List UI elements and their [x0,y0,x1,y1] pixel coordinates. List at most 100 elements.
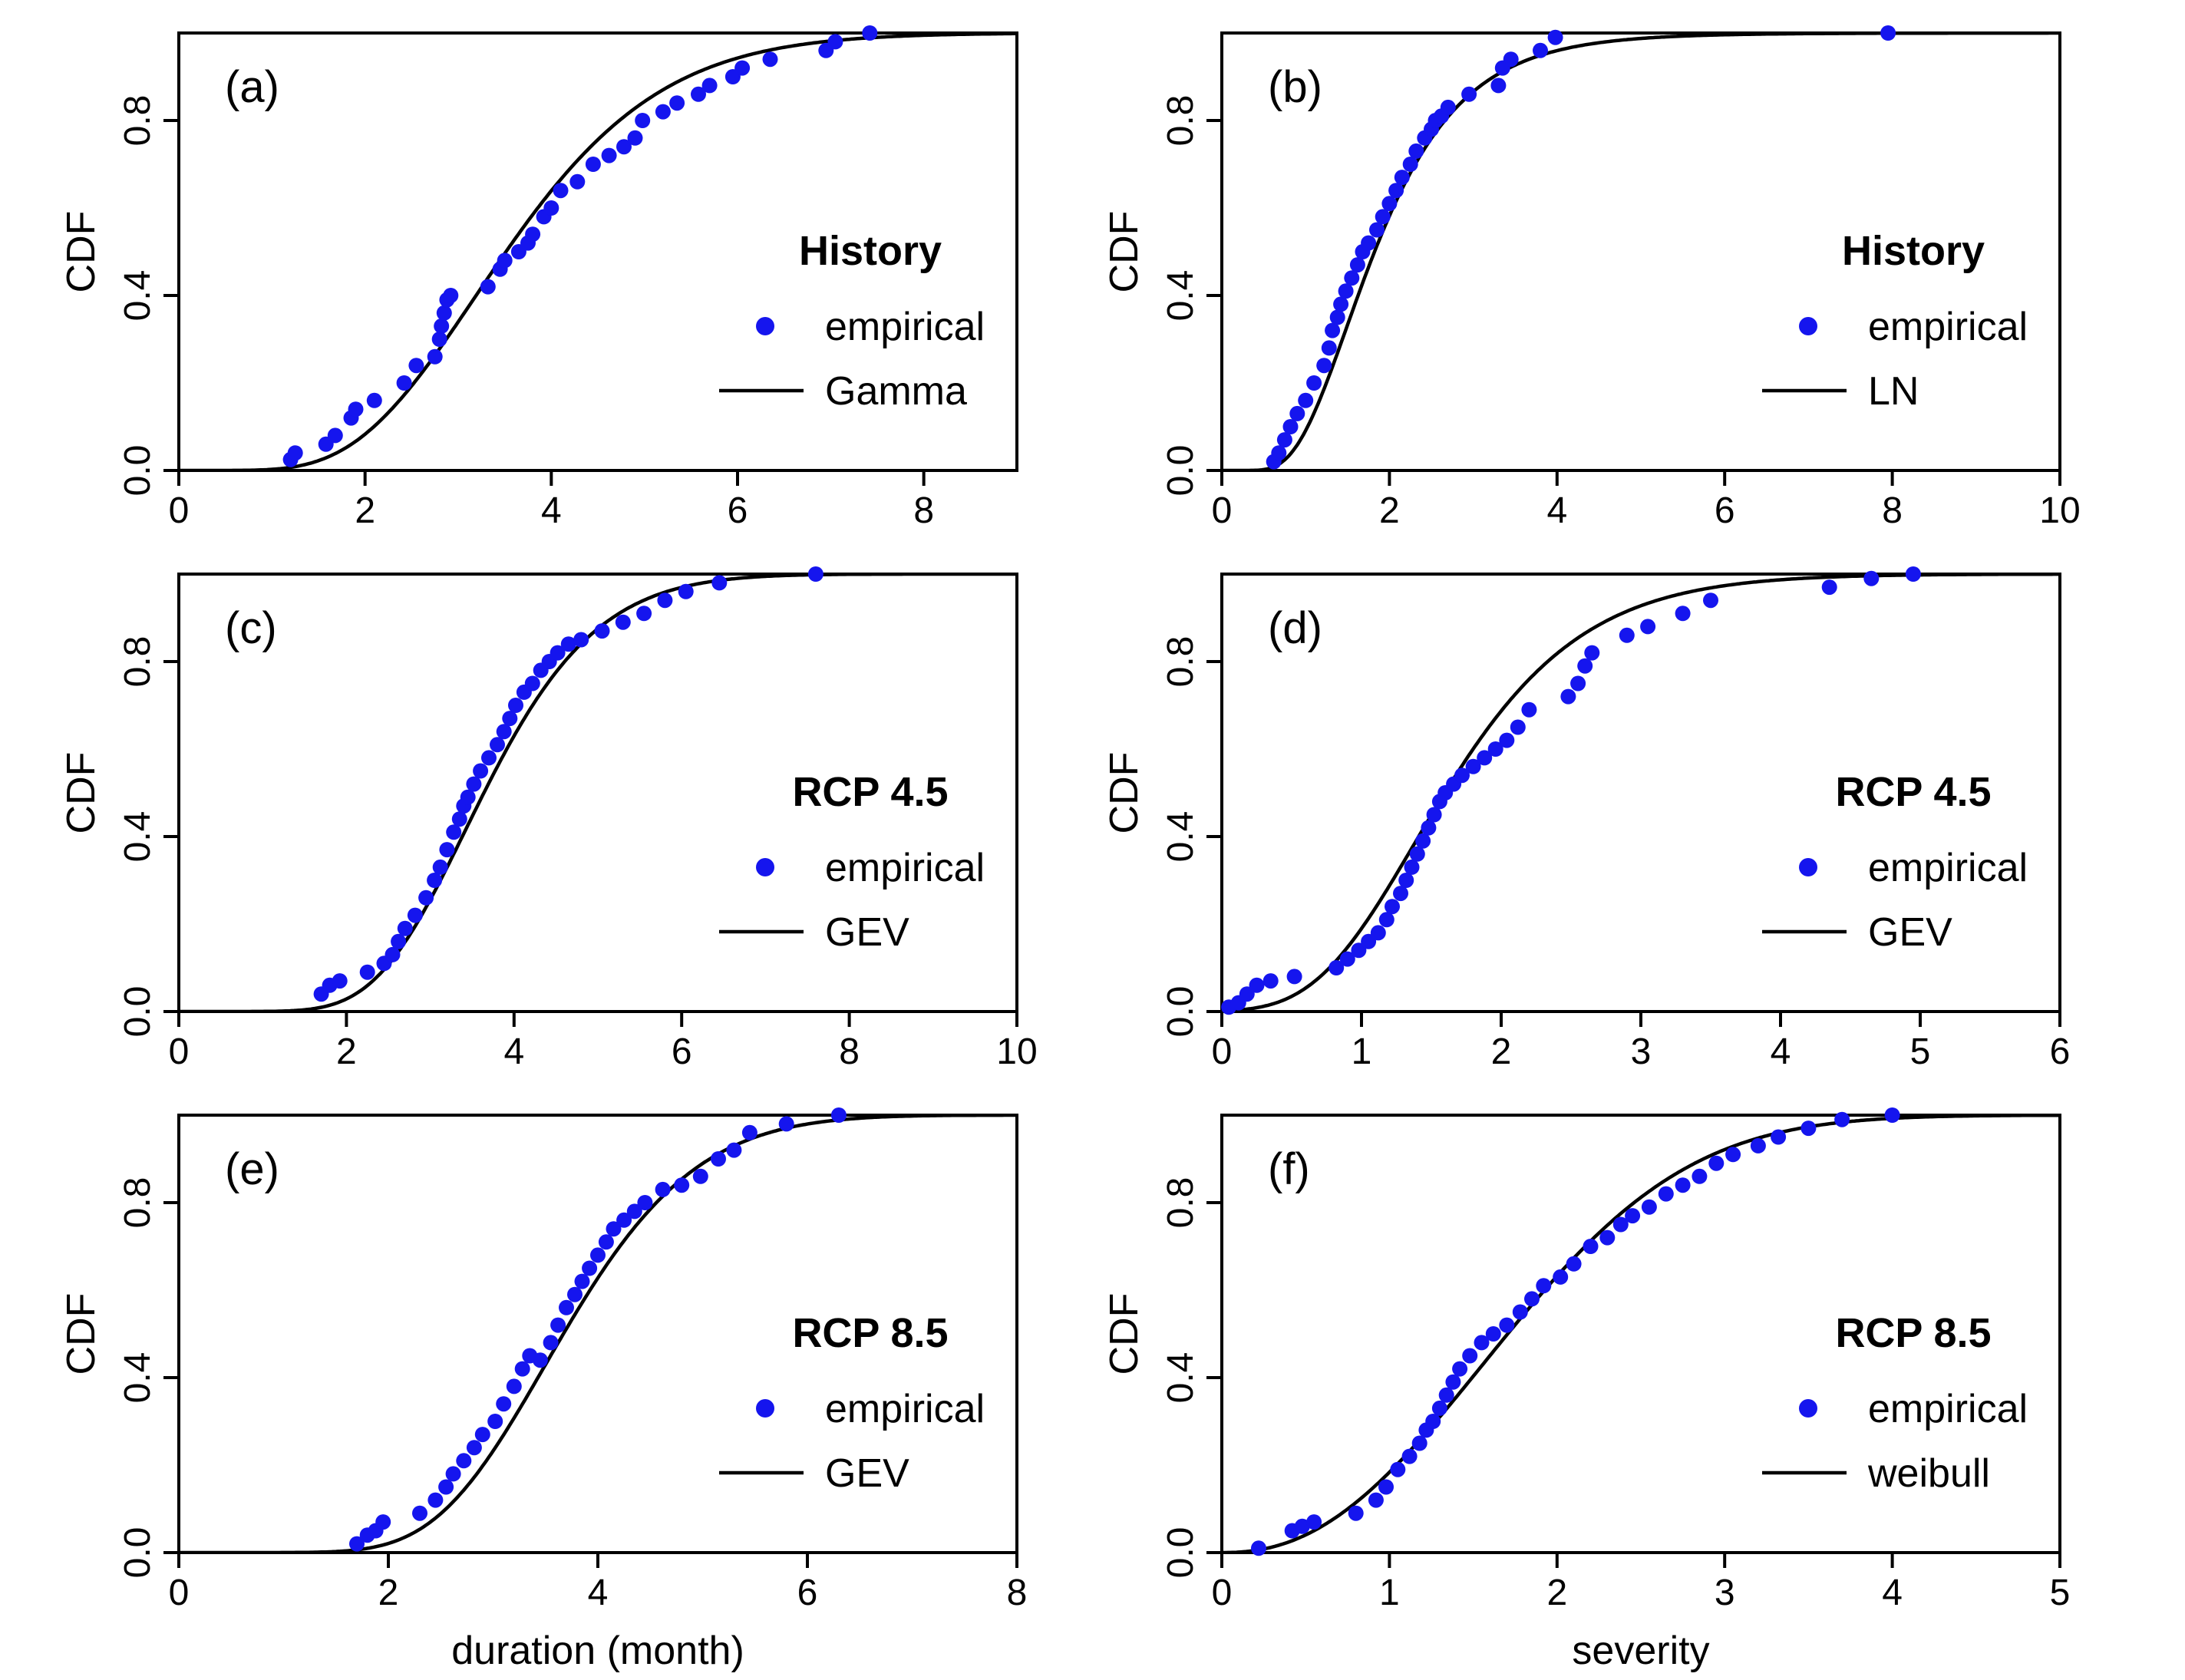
empirical-point [616,139,632,155]
x-tick-label: 0 [1212,1573,1233,1613]
empirical-point [1276,432,1292,448]
y-tick-label: 0.0 [1160,445,1201,497]
empirical-point [1375,209,1391,225]
y-axis-label: CDF [59,211,104,293]
legend-label-empirical: empirical [1868,846,2028,890]
legend-title: RCP 4.5 [1835,769,1991,815]
empirical-point [1239,986,1255,1002]
x-tick-label: 2 [1491,1031,1512,1072]
empirical-point [348,401,364,418]
empirical-point [734,60,751,76]
empirical-point [1821,579,1837,596]
legend-point-marker [756,317,774,335]
x-tick-label: 10 [996,1031,1037,1072]
empirical-point [701,78,718,94]
plot-frame [177,573,1018,1013]
empirical-point [741,1124,757,1140]
x-tick-label: 6 [728,490,748,531]
empirical-point [1328,960,1345,975]
fitted-cdf-line-gamma [179,33,1017,470]
empirical-point [1834,1111,1850,1127]
y-tick-label: 0.8 [117,95,158,147]
empirical-point [1675,1177,1691,1193]
y-tick-label: 0.4 [117,1352,158,1404]
empirical-point [830,1107,847,1123]
empirical-point [1294,1518,1310,1534]
empirical-point [396,375,412,391]
x-tick-label: 0 [169,1573,190,1613]
empirical-point [1452,1361,1468,1377]
empirical-point [1474,1335,1490,1351]
legend-title: RCP 8.5 [792,1310,948,1356]
empirical-point [559,1299,574,1315]
empirical-point [443,288,459,303]
empirical-point [1361,933,1377,949]
legend-label-fitted: Gamma [825,369,967,414]
legend-label-fitted: GEV [825,910,909,955]
x-tick-label: 8 [1007,1573,1028,1613]
empirical-point [1703,592,1718,609]
plot-frame [177,31,1018,472]
empirical-point [1393,886,1408,902]
empirical-point [391,933,407,949]
empirical-point [1547,29,1563,45]
empirical-point [466,1440,482,1456]
empirical-point [1390,1461,1406,1477]
y-tick-label: 0.0 [1160,986,1201,1038]
empirical-point [1750,1137,1766,1154]
empirical-point [1499,732,1515,748]
plot-frame [1220,1114,2061,1554]
y-tick-label: 0.8 [1160,1177,1201,1229]
panel-b: 0 2 4 6 8 10 0.0 0.4 0.8 CDF (b) History empirical LN [1102,25,2081,531]
x-tick-label: 4 [541,490,562,531]
empirical-point [807,566,824,582]
legend-label-fitted: weibull [1867,1451,1990,1496]
empirical-point [349,1536,365,1552]
x-tick-label: 6 [1715,490,1735,531]
empirical-point [445,1466,461,1482]
empirical-point [560,636,576,652]
x-tick-label: 5 [1910,1031,1931,1072]
empirical-point [474,1427,490,1443]
legend-label-empirical: empirical [825,1387,985,1431]
empirical-point [432,859,448,875]
empirical-point [407,907,423,923]
empirical-point [1612,1216,1629,1233]
empirical-point [1708,1155,1725,1171]
x-tick-label: 6 [797,1573,818,1613]
legend-title: RCP 8.5 [1835,1310,1991,1356]
x-tick-label: 0 [1212,1031,1233,1072]
x-tick-label: 2 [1546,1573,1567,1613]
empirical-point [1426,807,1442,823]
legend-label-empirical: empirical [1868,305,2028,349]
empirical-point [1503,51,1519,68]
empirical-points [349,1107,847,1552]
x-tick-label: 8 [839,1031,860,1072]
empirical-point [1401,1448,1418,1464]
panel-a: 0 2 4 6 8 0.0 0.4 0.8 CDF (a) History empirical Gamm… [59,25,1018,531]
empirical-point [1905,566,1921,582]
empirical-point [1692,1168,1708,1184]
empirical-points [1266,25,1896,470]
empirical-point [1521,701,1537,718]
empirical-point [1619,627,1635,643]
empirical-points [1221,566,1921,1015]
x-tick-label: 0 [169,1031,190,1072]
empirical-point [1298,392,1314,408]
x-tick-label: 8 [1882,490,1903,531]
legend-label-empirical: empirical [825,305,985,349]
empirical-point [1440,99,1456,115]
empirical-point [635,113,651,128]
y-tick-label: 0.4 [1160,270,1201,322]
empirical-point [418,890,434,906]
empirical-point [1431,1400,1447,1416]
y-tick-label: 0.8 [1160,636,1201,688]
x-tick-label: 1 [1379,1573,1400,1613]
legend: RCP 4.5 empirical GEV [1762,769,2028,955]
empirical-point [456,1453,472,1469]
empirical-point [637,1195,653,1210]
legend-point-marker [1799,858,1817,876]
empirical-point [490,737,505,753]
empirical-point [590,1247,606,1263]
empirical-point [1282,419,1299,434]
